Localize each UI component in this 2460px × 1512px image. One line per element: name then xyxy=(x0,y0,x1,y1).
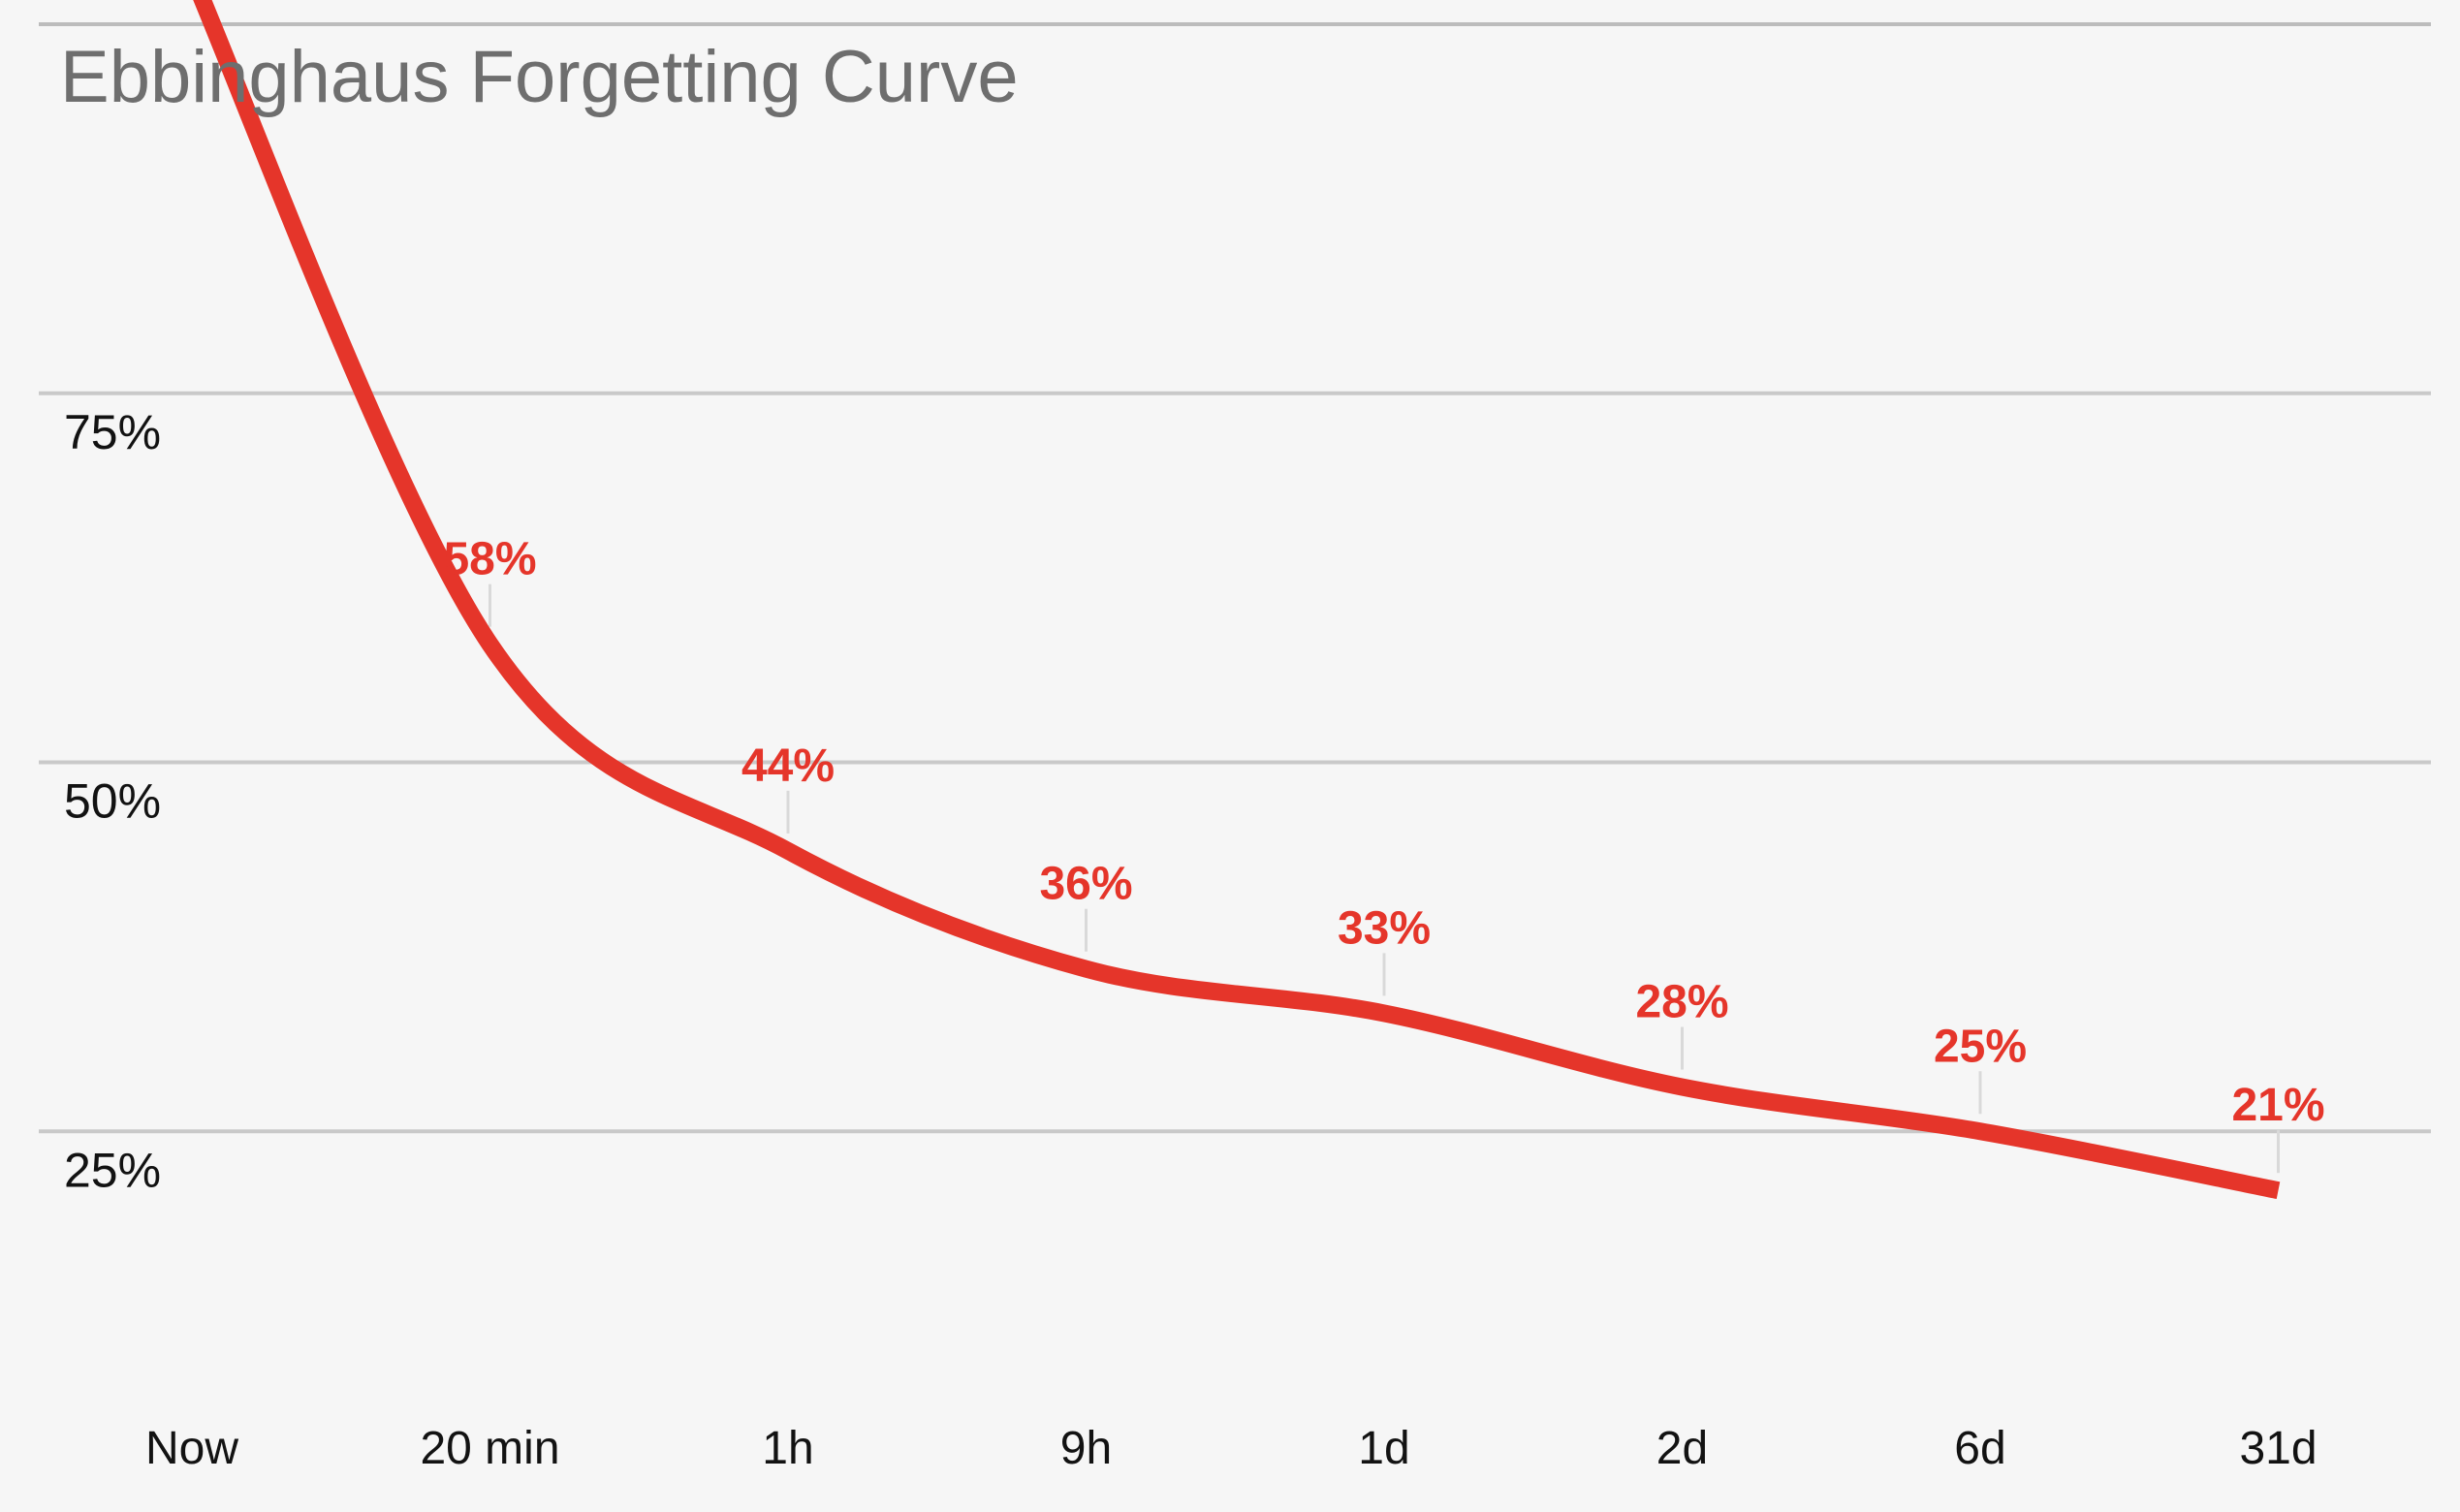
x-axis-label: 31d xyxy=(2239,1423,2317,1474)
x-axis-label: 2d xyxy=(1656,1423,1708,1474)
y-axis-label: 50% xyxy=(64,774,161,829)
data-label: 58% xyxy=(443,534,536,585)
data-label: 21% xyxy=(2231,1080,2324,1131)
chart-title: Ebbinghaus Forgetting Curve xyxy=(60,36,1019,118)
data-label: 44% xyxy=(741,740,835,792)
x-axis-label: 1h xyxy=(762,1423,813,1474)
memory-retention-curve-line xyxy=(193,0,2281,1199)
x-axis-label: 6d xyxy=(1954,1423,2005,1474)
x-axis-label: Now xyxy=(145,1423,238,1474)
data-label: 28% xyxy=(1635,977,1728,1028)
data-label: 33% xyxy=(1338,902,1431,954)
data-label: 36% xyxy=(1039,859,1132,910)
x-axis-label: 20 min xyxy=(420,1423,559,1474)
y-axis-label: 75% xyxy=(64,405,161,459)
data-label: 25% xyxy=(1934,1021,2027,1072)
x-axis-label: 1d xyxy=(1358,1423,1409,1474)
x-axis-label: 9h xyxy=(1060,1423,1112,1474)
y-axis-label: 25% xyxy=(64,1143,161,1197)
